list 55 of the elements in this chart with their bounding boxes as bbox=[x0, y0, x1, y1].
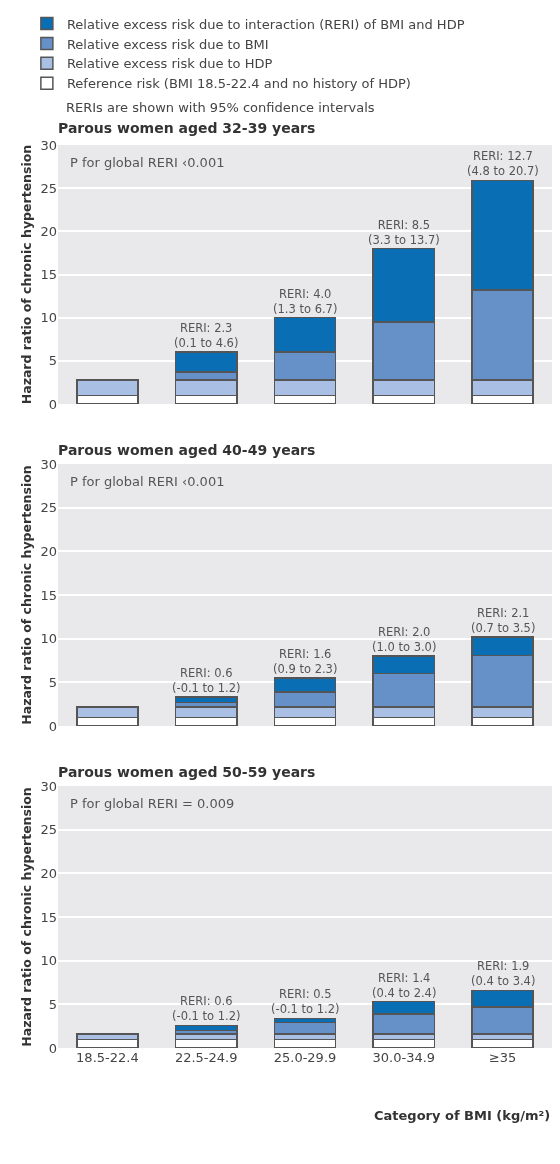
y-axis-title: Hazard ratio of chronic hypertension bbox=[18, 787, 34, 1047]
chart-title: Parous women aged 32-39 years bbox=[58, 119, 316, 136]
y-tick-label: 10 bbox=[40, 631, 57, 647]
y-tick-label: 5 bbox=[48, 674, 57, 690]
y-tick-label: 20 bbox=[40, 223, 57, 239]
y-axis-title: Hazard ratio of chronic hypertension bbox=[18, 144, 34, 405]
y-tick-label: 25 bbox=[40, 822, 57, 838]
y-tick-label: 5 bbox=[48, 353, 57, 369]
annotation: RERI: 1.6 (0.9 to 2.3) bbox=[273, 647, 338, 676]
y-tick-label: 30 bbox=[40, 137, 57, 153]
y-tick-label: 15 bbox=[40, 587, 57, 603]
y-tick-label: 0 bbox=[48, 1040, 57, 1056]
annotation: P for global RERI ‹0.001 bbox=[70, 474, 225, 489]
legend-label: Relative excess risk due to interaction (RERI) of BMI and HDP bbox=[66, 16, 465, 32]
annotation: P for global RERI = 0.009 bbox=[70, 796, 235, 811]
annotation: RERI: 1.9 (0.4 to 3.4) bbox=[471, 959, 536, 988]
y-axis-title: Hazard ratio of chronic hypertension bbox=[18, 465, 34, 725]
y-tick-label: 5 bbox=[48, 996, 57, 1012]
annotation: RERI: 4.0 (1.3 to 6.7) bbox=[273, 287, 338, 316]
annotation: RERI: 8.5 (3.3 to 13.7) bbox=[368, 218, 440, 247]
bar bbox=[174, 1024, 238, 1032]
x-tick-label: 22.5-24.9 bbox=[174, 1050, 238, 1065]
annotation: RERI: 2.1 (0.7 to 3.5) bbox=[471, 606, 536, 635]
y-tick-label: 25 bbox=[40, 180, 57, 196]
x-axis-title: Category of BMI (kg/m²) bbox=[374, 1108, 551, 1123]
annotation: P for global RERI ‹0.001 bbox=[70, 155, 225, 170]
annotation: RERI: 2.3 (0.1 to 4.6) bbox=[174, 321, 239, 350]
annotation: RERI: 0.6 (-0.1 to 1.2) bbox=[172, 666, 241, 695]
y-tick-label: 0 bbox=[48, 718, 57, 734]
bar bbox=[174, 696, 238, 704]
annotation: RERI: 0.6 (-0.1 to 1.2) bbox=[172, 994, 241, 1023]
legend-label: Reference risk (BMI 18.5-22.4 and no history of HDP) bbox=[66, 76, 411, 92]
x-tick-label: ≥35 bbox=[488, 1050, 517, 1065]
y-tick-label: 0 bbox=[48, 396, 57, 412]
annotation: RERI: 0.5 (-0.1 to 1.2) bbox=[271, 987, 340, 1016]
y-tick-label: 10 bbox=[40, 310, 57, 326]
x-tick-label: 18.5-22.4 bbox=[76, 1050, 139, 1065]
y-tick-label: 15 bbox=[40, 909, 57, 925]
legend-label: Relative excess risk due to HDP bbox=[66, 56, 273, 72]
x-tick-label: 30.0-34.9 bbox=[372, 1050, 436, 1065]
y-tick-label: 10 bbox=[40, 953, 57, 969]
y-tick-label: 25 bbox=[40, 500, 57, 516]
x-tick-label: 25.0-29.9 bbox=[273, 1050, 337, 1065]
y-tick-label: 20 bbox=[40, 865, 57, 881]
legend-label: Relative excess risk due to BMI bbox=[66, 36, 269, 52]
y-tick-label: 15 bbox=[40, 267, 57, 283]
text: RERIs are shown with 95% confidence intervals bbox=[66, 100, 375, 115]
chart-title: Parous women aged 40-49 years bbox=[58, 441, 316, 458]
y-tick-label: 20 bbox=[40, 543, 57, 559]
annotation: RERI: 12.7 (4.8 to 20.7) bbox=[467, 149, 539, 178]
y-tick-label: 30 bbox=[40, 456, 57, 472]
chart-title: Parous women aged 50-59 years bbox=[58, 763, 316, 780]
annotation: RERI: 1.4 (0.4 to 2.4) bbox=[372, 971, 437, 1000]
annotation: RERI: 2.0 (1.0 to 3.0) bbox=[372, 625, 437, 654]
y-tick-label: 30 bbox=[40, 778, 57, 794]
